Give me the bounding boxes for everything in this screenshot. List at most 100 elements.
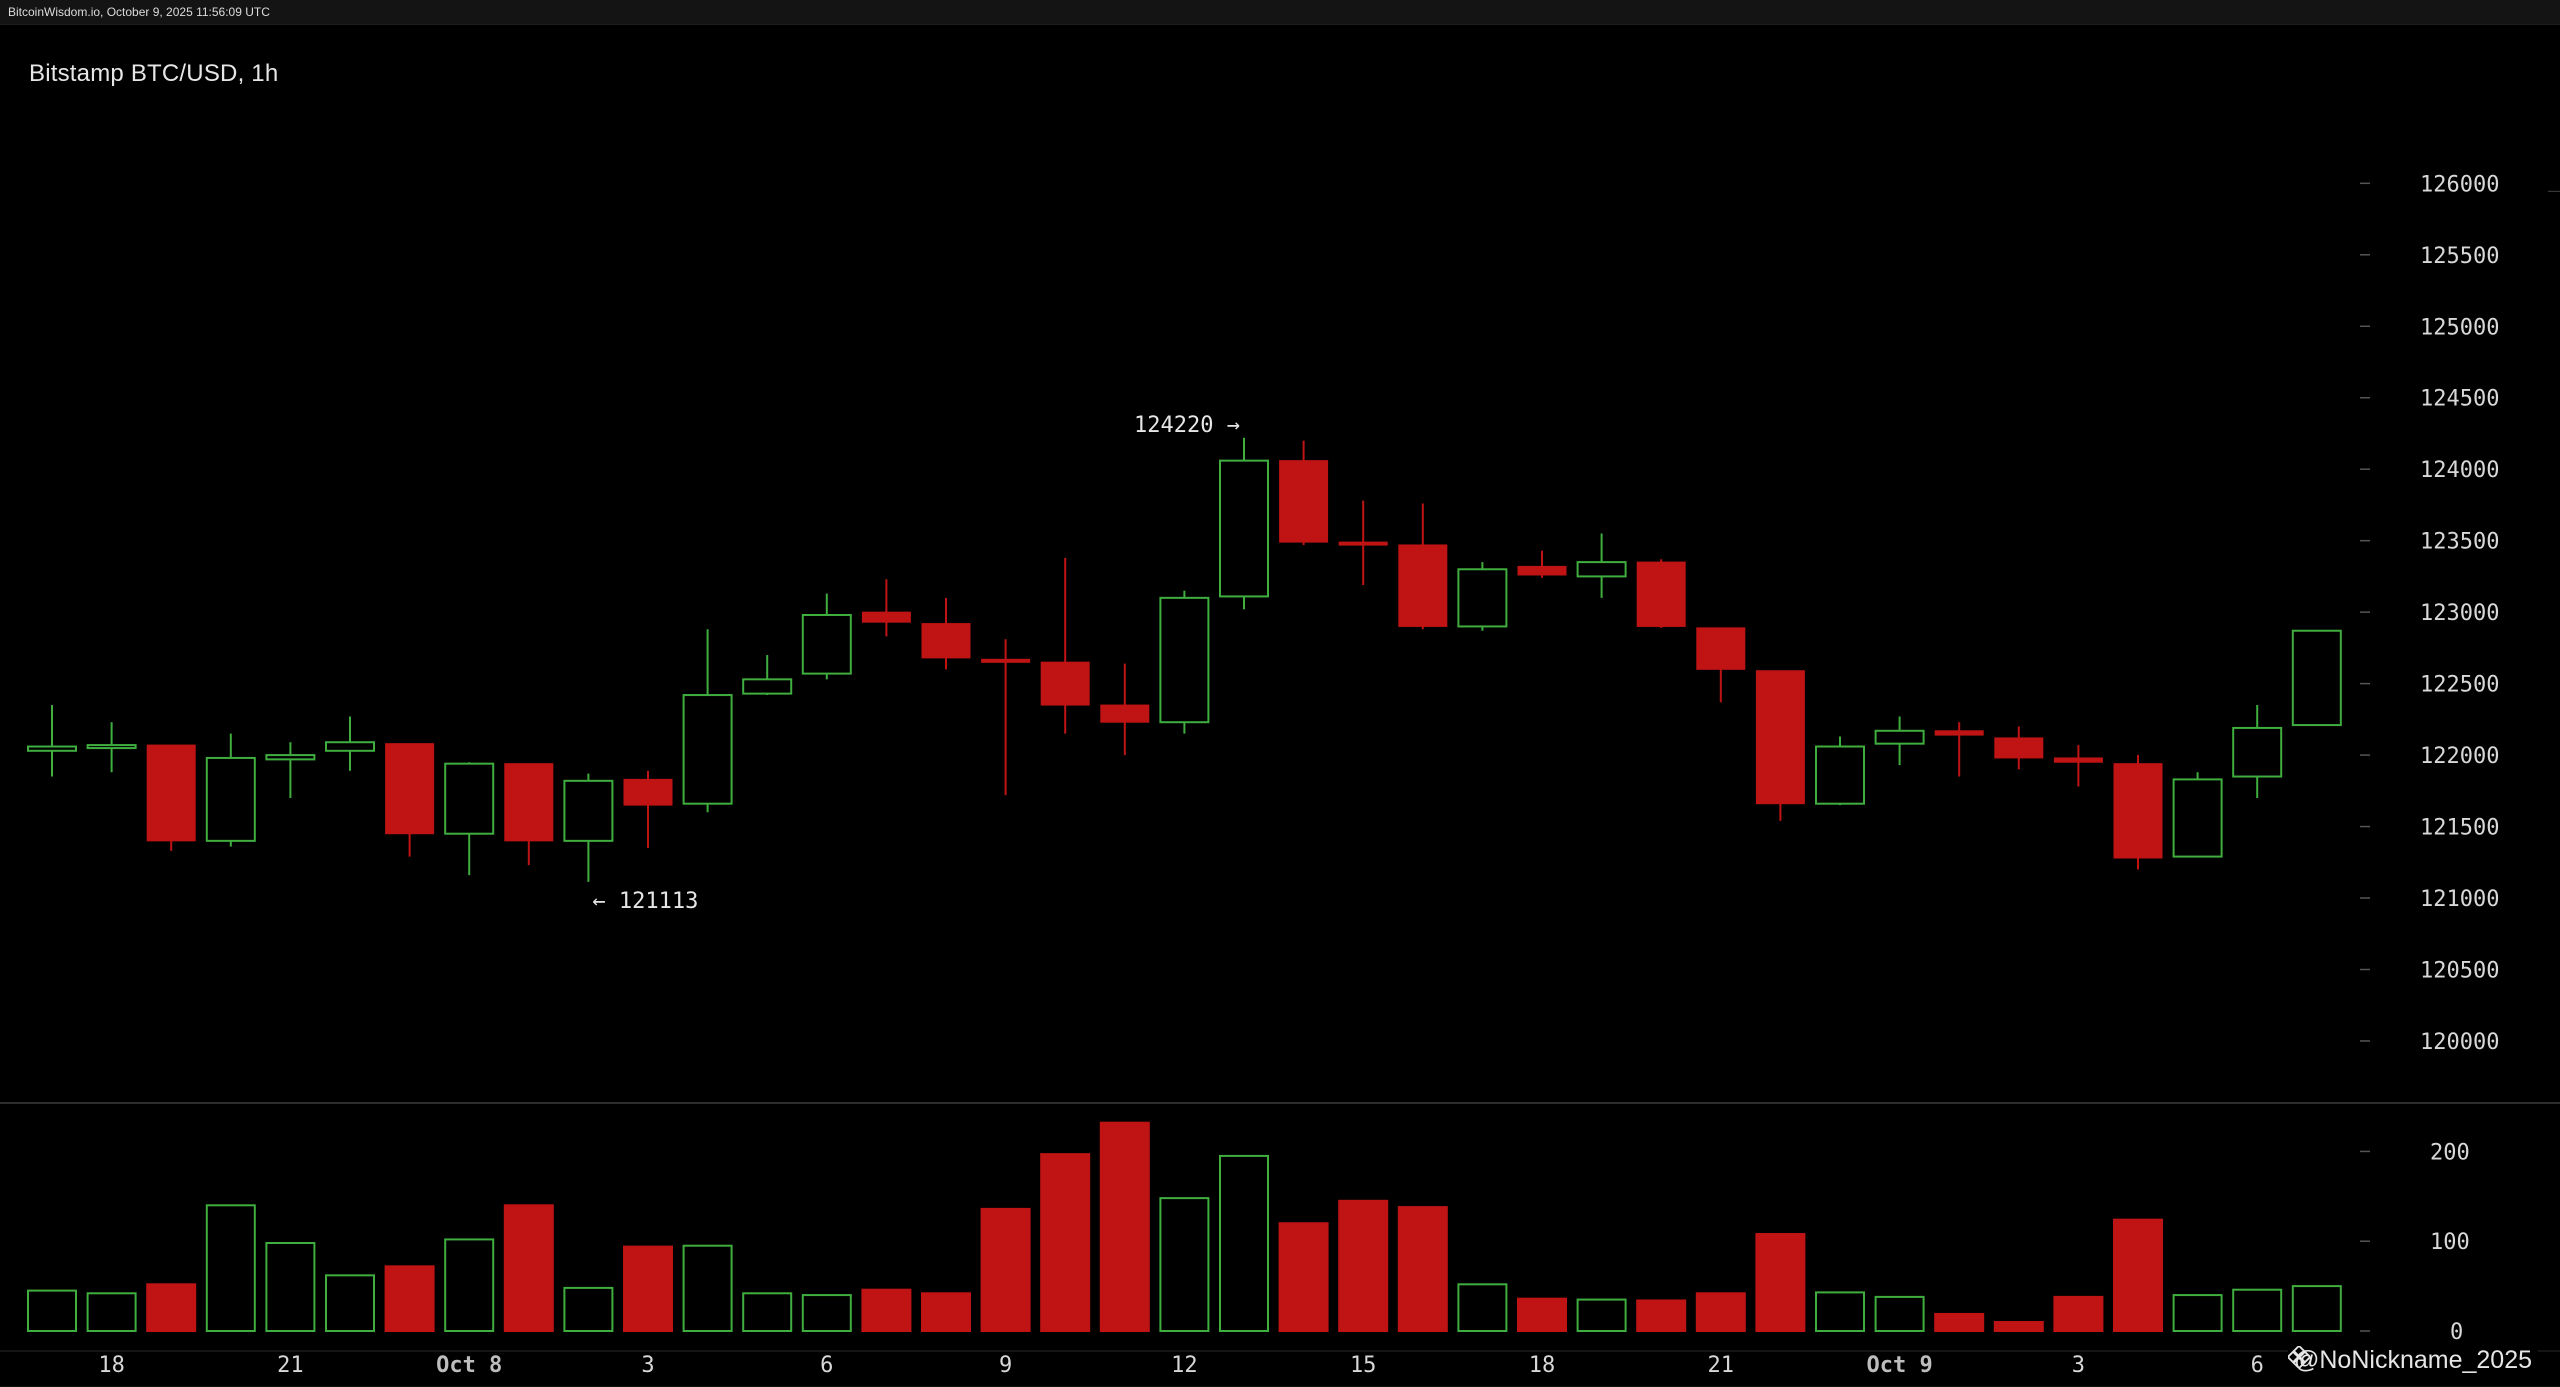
volume-bar-up[interactable] [682, 1244, 733, 1333]
candle-body-down[interactable] [1279, 460, 1329, 543]
candle-body-down[interactable] [2113, 763, 2163, 859]
volume-bar-up[interactable] [325, 1274, 375, 1332]
volume-bar-up[interactable] [265, 1242, 316, 1333]
volume-bar-down[interactable] [1517, 1297, 1567, 1333]
chart-area[interactable]: Bitstamp BTC/USD, 1h 120000 120500 121000 1… [0, 24, 2560, 1386]
candle-body-up[interactable] [27, 745, 77, 752]
candle-body-down[interactable] [861, 611, 911, 623]
volume-bar-down[interactable] [384, 1265, 435, 1332]
volume-bar-down[interactable] [1695, 1292, 1746, 1332]
volume-bar-down[interactable] [1993, 1321, 2044, 1332]
candle-body-up[interactable] [1159, 596, 1210, 724]
candle-body-down[interactable] [1517, 565, 1567, 576]
volume-bar-up[interactable] [1457, 1283, 1508, 1333]
candle-body-down[interactable] [1755, 670, 1805, 805]
time-axis-label: 9 [999, 1353, 1012, 1378]
candle-body-up[interactable] [265, 754, 316, 761]
candle-body-down[interactable] [921, 623, 971, 659]
volume-bar-up[interactable] [1576, 1298, 1627, 1332]
candle-body-down[interactable] [504, 763, 554, 842]
candle-body-up[interactable] [325, 741, 375, 752]
price-annotation: ← 121113 [592, 889, 698, 914]
candle-body-down[interactable] [1994, 737, 2044, 759]
candle-body-up[interactable] [801, 614, 852, 675]
candle-body-up[interactable] [1576, 561, 1627, 578]
candle-body-down[interactable] [623, 778, 673, 806]
candle-body-up[interactable] [742, 678, 793, 695]
candle-body-down[interactable] [1100, 704, 1150, 723]
price-axis-label: 125000 [2420, 315, 2499, 340]
candle-body-up[interactable] [1874, 729, 1925, 745]
volume-bar-up[interactable] [86, 1292, 137, 1332]
time-axis-label: Oct 9 [1866, 1353, 1932, 1378]
volume-bar-up[interactable] [563, 1286, 614, 1332]
volume-bar-up[interactable] [2291, 1285, 2342, 1332]
volume-bar-up[interactable] [801, 1294, 852, 1332]
candle-body-up[interactable] [205, 756, 256, 842]
candle-body-down[interactable] [385, 743, 435, 835]
time-axis-label: 18 [98, 1353, 125, 1378]
volume-bar-down[interactable] [2113, 1218, 2163, 1332]
volume-bar-up[interactable] [1815, 1291, 1865, 1332]
price-chart[interactable]: 1200001205001210001215001220001225001230… [0, 25, 2560, 1387]
volume-bar-up[interactable] [205, 1204, 256, 1332]
volume-bar-down[interactable] [623, 1245, 673, 1332]
price-axis-label: 120000 [2420, 1030, 2499, 1055]
candle-body-up[interactable] [2172, 778, 2223, 858]
volume-bar-down[interactable] [1099, 1121, 1150, 1332]
volume-bar-down[interactable] [980, 1207, 1031, 1333]
volume-bar-down[interactable] [1040, 1153, 1091, 1332]
volume-bar-down[interactable] [2053, 1295, 2104, 1333]
binance-square-icon [2288, 1346, 2310, 1368]
candle-body-down[interactable] [1636, 561, 1686, 627]
candle-body-down[interactable] [1934, 730, 1984, 736]
time-axis-label: 21 [1708, 1353, 1735, 1378]
volume-axis-label: 200 [2430, 1140, 2470, 1165]
time-axis-label: 18 [1529, 1353, 1556, 1378]
volume-bar-down[interactable] [921, 1292, 971, 1332]
candle-body-up[interactable] [2291, 629, 2342, 727]
volume-bar-up[interactable] [742, 1292, 793, 1332]
volume-bar-down[interactable] [1636, 1299, 1687, 1332]
candle-body-up[interactable] [1457, 568, 1508, 628]
candle-body-up[interactable] [563, 779, 614, 842]
candle-body-down[interactable] [1696, 627, 1746, 670]
time-axis-label: 12 [1171, 1353, 1198, 1378]
time-axis-label: 6 [820, 1353, 833, 1378]
volume-bar-down[interactable] [146, 1283, 197, 1333]
volume-bar-down[interactable] [1278, 1222, 1329, 1333]
volume-bar-up[interactable] [27, 1289, 77, 1332]
candle-body-down[interactable] [2053, 757, 2103, 763]
candle-body-up[interactable] [86, 744, 137, 750]
volume-bar-down[interactable] [861, 1288, 912, 1333]
time-axis-label: 3 [2072, 1353, 2085, 1378]
chart-title: Bitstamp BTC/USD, 1h [29, 60, 279, 87]
candle-body-down[interactable] [146, 744, 196, 842]
candle-body-up[interactable] [1815, 745, 1865, 805]
volume-bar-down[interactable] [1755, 1233, 1806, 1332]
volume-bar-up[interactable] [2232, 1288, 2283, 1333]
price-axis-label: 124500 [2420, 387, 2499, 412]
candle-body-up[interactable] [1219, 459, 1269, 598]
price-axis-label: 120500 [2420, 959, 2499, 984]
price-axis-label: 121000 [2420, 887, 2499, 912]
candle-body-down[interactable] [1040, 661, 1090, 706]
candle-body-down[interactable] [1398, 544, 1448, 627]
candle-body-down[interactable] [1338, 541, 1388, 546]
candle-body-up[interactable] [682, 694, 733, 805]
price-axis-label: 123500 [2420, 530, 2499, 555]
header-bar: BitcoinWisdom.io, October 9, 2025 11:56:… [0, 0, 2560, 24]
candle-body-up[interactable] [444, 762, 495, 835]
volume-bar-up[interactable] [444, 1238, 495, 1332]
volume-bar-up[interactable] [1159, 1197, 1210, 1332]
volume-bar-down[interactable] [1338, 1199, 1389, 1332]
price-axis-label: 123000 [2420, 601, 2499, 626]
volume-bar-down[interactable] [1397, 1206, 1448, 1333]
volume-bar-down[interactable] [503, 1204, 554, 1332]
volume-bar-up[interactable] [1219, 1154, 1269, 1333]
volume-bar-up[interactable] [2172, 1294, 2223, 1332]
volume-bar-down[interactable] [1934, 1312, 1985, 1333]
candle-body-down[interactable] [981, 658, 1031, 663]
candle-body-up[interactable] [2232, 726, 2283, 778]
volume-bar-up[interactable] [1874, 1295, 1925, 1333]
